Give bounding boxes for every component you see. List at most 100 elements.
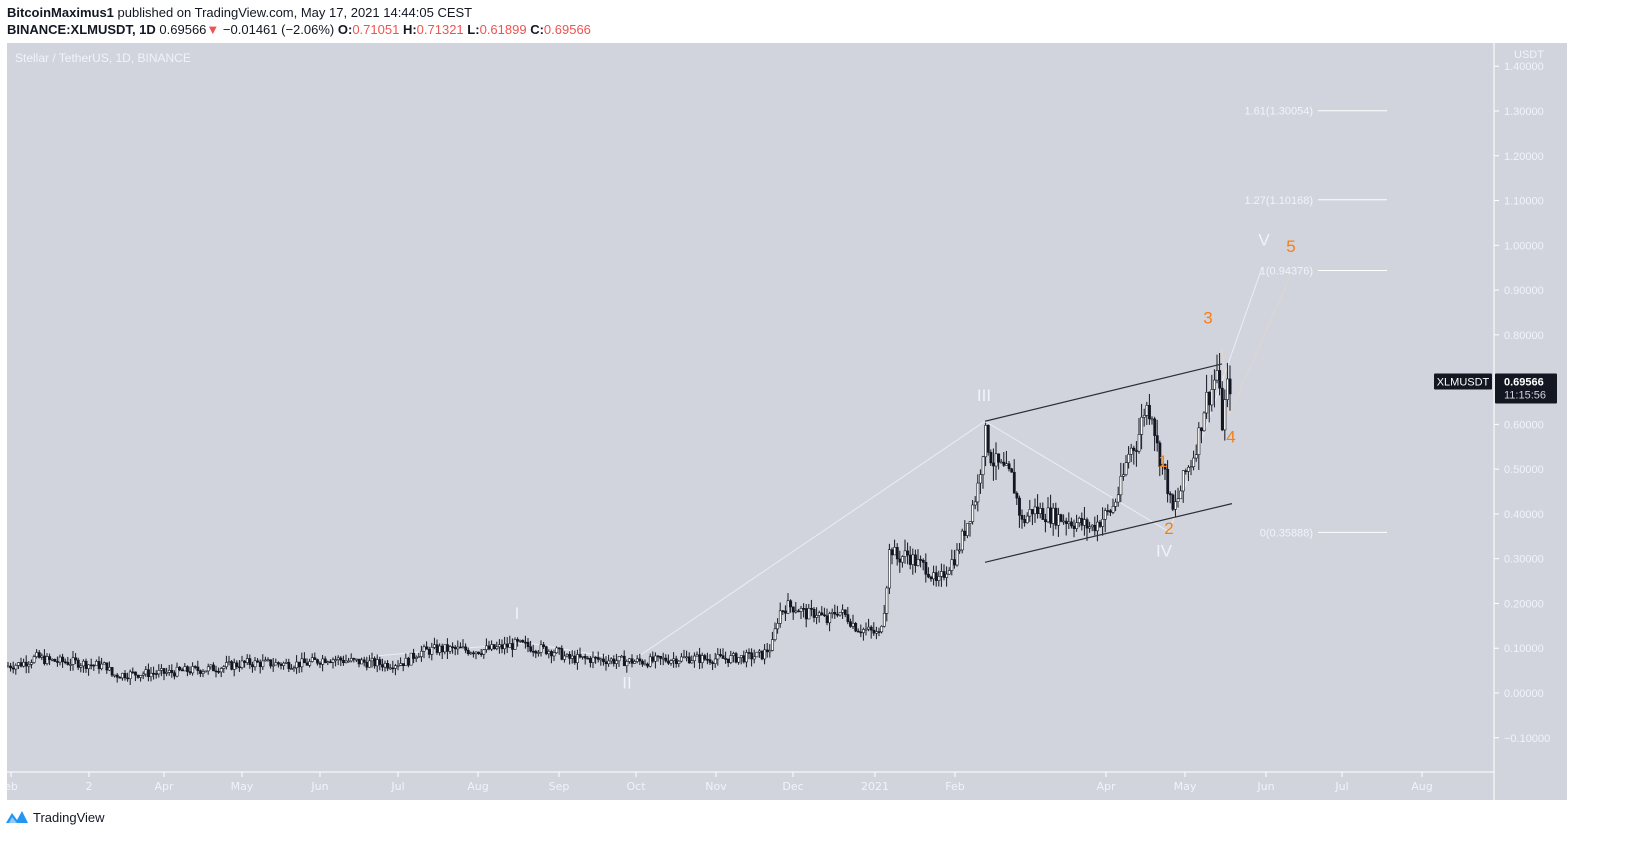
candle-body: [1194, 454, 1198, 459]
candle-body: [877, 631, 881, 633]
candle-body: [102, 662, 106, 665]
candle-body: [152, 672, 156, 675]
y-tick-label: 0.60000: [1504, 419, 1544, 431]
candle-body: [1148, 404, 1151, 420]
candle-body: [485, 645, 488, 650]
candle-body: [414, 657, 418, 659]
high-label: H:: [402, 22, 417, 37]
candle-body: [547, 651, 551, 655]
candle-body: [586, 657, 590, 660]
candle-body: [139, 675, 143, 678]
candle-body: [932, 572, 936, 580]
candle-body: [61, 656, 65, 663]
x-tick-label: Dec: [782, 780, 803, 793]
candle-body: [427, 648, 431, 655]
bar-countdown: 11:15:56: [1504, 390, 1546, 402]
channel-lower-line: [984, 503, 1233, 563]
chart-area[interactable]: 1.40000 1.30000 1.20000 1.10000 1.00000 0.900…: [7, 43, 1567, 800]
candle-body: [1101, 518, 1105, 527]
candle-body: [19, 662, 23, 667]
price-tag-value: 0.69566: [1504, 377, 1544, 389]
candle-body: [243, 660, 247, 663]
candle-body: [256, 660, 260, 663]
chart-legend: Stellar / TetherUS, 1D, BINANCE: [15, 51, 191, 65]
candle-body: [817, 612, 821, 616]
price-chart[interactable]: 1.40000 1.30000 1.20000 1.10000 1.00000 0.900…: [7, 43, 1567, 800]
candle-body: [287, 662, 291, 669]
candle-body: [659, 656, 663, 659]
candle-body: [76, 659, 80, 668]
candle-body: [583, 656, 587, 659]
candle-body: [435, 644, 439, 653]
candle-body: [537, 652, 540, 654]
y-tick-label: 0.90000: [1504, 285, 1544, 297]
candle-body: [264, 659, 267, 662]
candle-body: [797, 610, 800, 613]
candle-body: [1010, 468, 1014, 473]
candle-body: [1210, 389, 1214, 406]
candle-body: [261, 660, 265, 668]
candle-body: [274, 662, 278, 666]
x-tick-label: Sep: [549, 780, 570, 793]
candle-body: [45, 656, 49, 664]
candle-body: [253, 660, 257, 668]
candle-body: [97, 661, 101, 670]
candle-body: [950, 559, 954, 571]
tradingview-brand: TradingView: [33, 809, 105, 825]
candle-body: [131, 671, 135, 674]
wave-label-5: 5: [1286, 237, 1295, 256]
candle-body: [862, 629, 865, 633]
candle-body: [50, 658, 54, 661]
candle-body: [344, 660, 348, 663]
candle-body: [508, 643, 512, 648]
candle-body: [178, 666, 182, 671]
x-tick-label: May: [1174, 780, 1197, 793]
candle-body: [453, 647, 457, 650]
candle-body: [581, 656, 585, 658]
author-name[interactable]: BitcoinMaximus1: [7, 5, 114, 20]
candle-body: [1090, 524, 1094, 528]
candle-body: [1142, 415, 1146, 418]
candle-body: [303, 658, 306, 664]
candle-body: [1106, 510, 1110, 512]
candle-body: [810, 608, 813, 610]
candle-body: [1166, 468, 1170, 494]
candle-body: [425, 646, 429, 650]
candle-body: [399, 663, 403, 666]
candle-body: [648, 656, 652, 667]
candle-body: [331, 659, 335, 663]
candle-body: [719, 654, 722, 656]
candle-body: [118, 676, 122, 679]
candle-body: [997, 453, 1001, 463]
candle-body: [196, 666, 200, 671]
candle-body: [869, 626, 873, 631]
candle-body: [776, 623, 780, 630]
x-tick-label: 2021: [861, 780, 889, 793]
candle-body: [477, 651, 481, 654]
candle-body: [1038, 508, 1042, 514]
candle-body: [843, 609, 847, 615]
candle-body: [703, 655, 707, 660]
candle-body: [1023, 519, 1027, 524]
candle-body: [838, 612, 842, 616]
candle-body: [1223, 399, 1227, 431]
candle-body: [942, 571, 946, 578]
candle-body: [981, 456, 985, 475]
candle-body: [646, 663, 650, 667]
candle-body: [1049, 507, 1053, 524]
fib-level-label: 1.27(1.10168): [1245, 195, 1314, 207]
candle-body: [968, 521, 972, 524]
candle-body: [875, 631, 878, 634]
candle-body: [656, 655, 660, 658]
candle-body: [1163, 464, 1167, 470]
candle-body: [1187, 467, 1190, 472]
candle-body: [388, 667, 392, 670]
candle-body: [316, 659, 319, 664]
candle-body: [313, 657, 317, 660]
candle-body: [1085, 519, 1089, 529]
candle-body: [323, 658, 327, 663]
candle-body: [1220, 387, 1224, 431]
y-tick-label: −0.10000: [1504, 733, 1550, 745]
candle-body: [269, 659, 273, 667]
candle-body: [17, 662, 20, 666]
